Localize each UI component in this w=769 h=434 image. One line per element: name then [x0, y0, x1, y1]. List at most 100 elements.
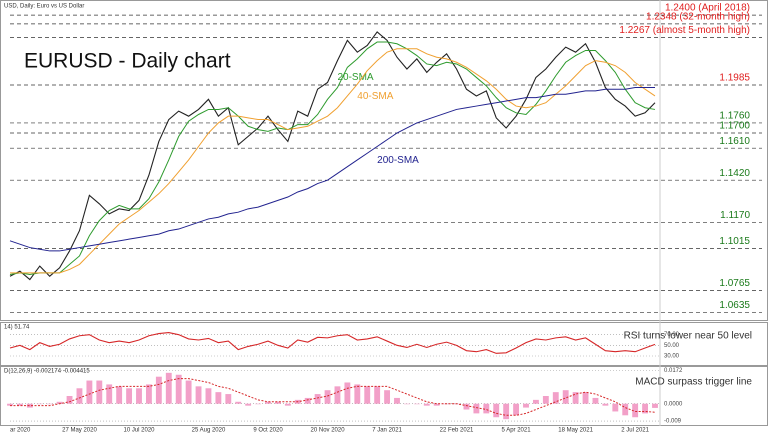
macd-bar: [106, 384, 113, 404]
macd-bar: [582, 392, 589, 404]
macd-bar: [572, 392, 579, 404]
series-label: 200-SMA: [377, 155, 419, 166]
macd-bar: [513, 403, 520, 416]
macd-bar: [354, 384, 361, 404]
macd-bar: [642, 403, 649, 414]
level-label: 1.0765: [719, 278, 750, 289]
x-tick-label: 10 Jul 2020: [123, 428, 155, 434]
x-tick-label: 7 Jan 2021: [372, 428, 402, 434]
macd-bar: [413, 403, 420, 405]
macd-bar: [394, 397, 400, 404]
macd-bar: [622, 403, 629, 416]
series-label: 40-SMA: [357, 91, 393, 102]
series-line: [10, 378, 656, 416]
macd-bar: [493, 403, 500, 418]
macd-bar: [542, 396, 549, 404]
x-tick-label: 9 Oct 2020: [253, 428, 283, 434]
panel-annotation: MACD surpass trigger line: [635, 377, 752, 388]
macd-bar: [205, 388, 212, 404]
level-label: 1.1760: [719, 111, 750, 122]
macd-bar: [552, 392, 559, 404]
macd-bar: [66, 396, 73, 404]
macd-bar: [324, 390, 331, 404]
chart-title: EURUSD - Daily chart: [24, 50, 231, 73]
macd-bar: [46, 403, 53, 405]
y-tick-label: 0.0000: [664, 401, 683, 407]
panel-annotation: RSI turns lower near 50 level: [624, 331, 752, 342]
macd-bar: [155, 376, 162, 404]
macd-bar: [423, 403, 430, 406]
level-label: 1.1170: [720, 210, 750, 221]
series-line: [9, 87, 655, 252]
macd-bar: [612, 403, 619, 412]
macd-bar: [26, 403, 33, 408]
macd-bar: [652, 403, 658, 408]
macd-bar: [374, 386, 381, 404]
macd-bar: [532, 399, 539, 404]
panel-header: 14) 51.74: [4, 325, 30, 331]
macd-bar: [265, 401, 271, 404]
macd-bar: [126, 388, 133, 404]
macd-bar: [36, 403, 43, 405]
macd-bar: [592, 397, 599, 404]
macd-bar: [632, 403, 639, 418]
macd-bar: [274, 401, 281, 404]
macd-bar: [7, 403, 13, 406]
macd-bar: [403, 403, 410, 405]
macd-bar: [602, 403, 609, 406]
x-tick-label: ar 2020: [10, 428, 31, 434]
series-line: [10, 48, 656, 274]
price-panel: [0, 0, 768, 321]
panel-header: D(12,26,9) -0.002174 -0.004415: [4, 369, 90, 375]
series-label: 20-SMA: [337, 72, 373, 83]
macd-bar: [334, 386, 341, 404]
macd-bar: [483, 403, 490, 414]
series-line: [9, 41, 656, 276]
y-tick-label: 50.00: [664, 343, 680, 349]
macd-bar: [165, 372, 172, 404]
macd-bar: [116, 386, 123, 404]
macd-bar: [225, 394, 232, 404]
macd-bar: [195, 386, 202, 404]
macd-bar: [284, 403, 291, 406]
macd-bar: [314, 394, 321, 404]
level-label: 1.2400 (April 2018): [665, 3, 750, 14]
macd-bar: [56, 401, 63, 404]
macd-bar: [16, 403, 23, 406]
macd-panel: [0, 366, 768, 426]
level-label: 1.0635: [719, 300, 750, 311]
level-label: 1.1700: [719, 121, 750, 132]
header: USD, Daily: Euro vs US Dollar: [4, 4, 84, 10]
macd-bar: [304, 397, 311, 404]
series-line: [9, 31, 656, 281]
macd-bar: [433, 403, 440, 406]
macd-bar: [255, 403, 262, 405]
macd-bar: [96, 380, 103, 404]
macd-bar: [145, 384, 152, 404]
macd-bar: [463, 403, 470, 410]
y-tick-label: 30.00: [664, 354, 680, 360]
macd-bar: [344, 382, 351, 404]
series-line: [9, 331, 656, 354]
macd-bar: [185, 380, 192, 404]
y-tick-label: 70.00: [664, 332, 680, 338]
macd-bar: [473, 403, 480, 414]
x-tick-label: 25 Aug 2020: [192, 428, 226, 434]
level-label: 1.1985: [719, 73, 750, 84]
macd-bar: [86, 380, 93, 404]
macd-bar: [215, 392, 222, 404]
x-tick-label: 2 Jul 2021: [621, 428, 649, 434]
macd-bar: [384, 390, 391, 404]
macd-bar: [175, 374, 182, 404]
x-tick-label: 5 Apr 2021: [502, 428, 532, 434]
macd-bar: [562, 390, 569, 404]
x-tick-label: 22 Feb 2021: [440, 428, 474, 434]
y-tick-label: 0.0172: [664, 368, 683, 374]
x-tick-label: 27 May 2020: [62, 428, 97, 434]
x-tick-label: 18 May 2021: [558, 428, 593, 434]
macd-bar: [364, 386, 371, 404]
level-label: 1.2348 (32-month high): [646, 12, 750, 23]
macd-bar: [235, 401, 242, 404]
